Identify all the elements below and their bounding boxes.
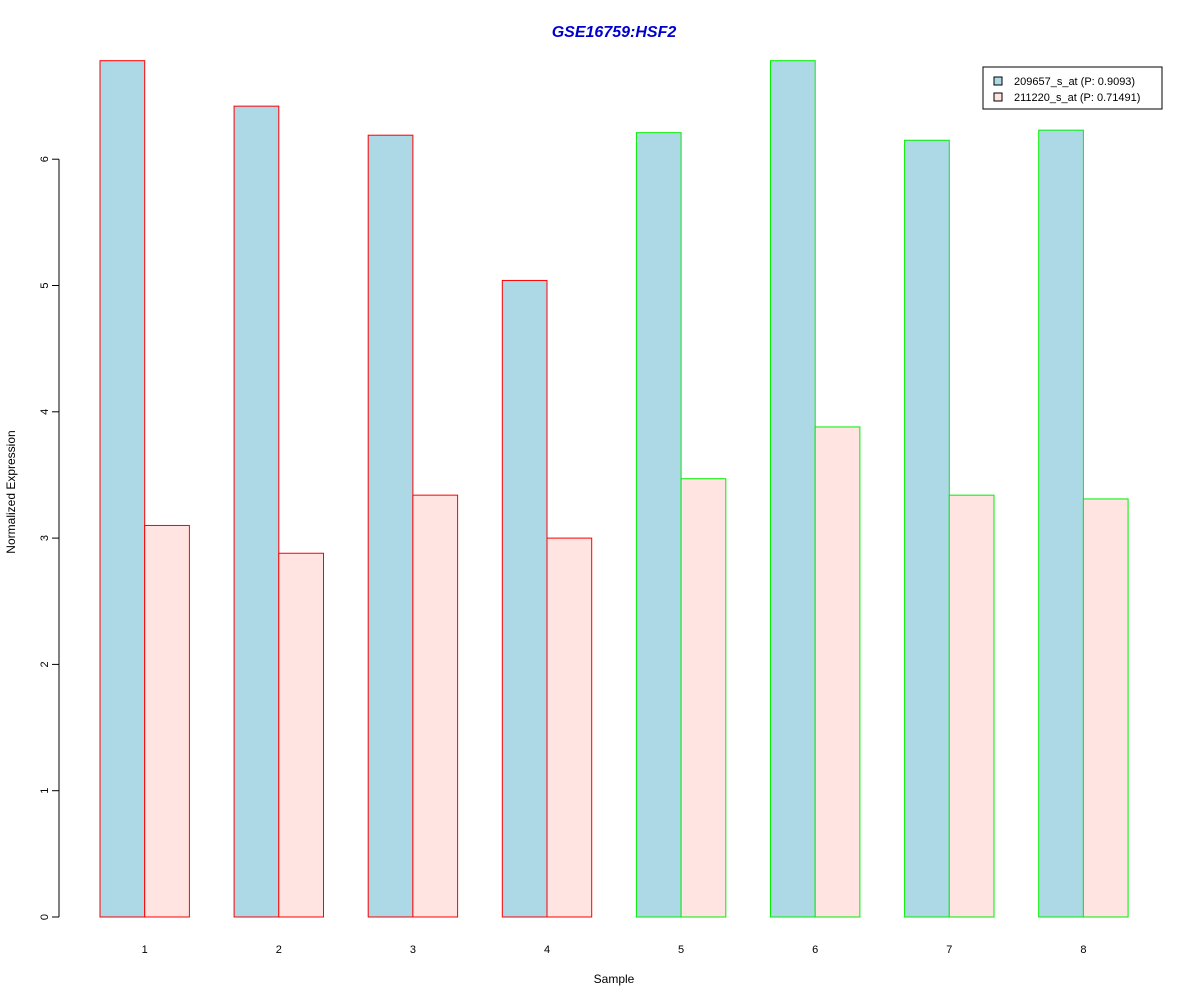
x-tick-label: 3 xyxy=(410,944,416,956)
legend-swatch xyxy=(993,92,1003,102)
bar-sample-6-series-2 xyxy=(814,426,861,918)
legend-swatch xyxy=(993,76,1003,86)
x-tick-label: 1 xyxy=(142,944,148,956)
bar-sample-7-series-1 xyxy=(904,139,950,918)
y-axis-label: Normalized Expression xyxy=(4,430,18,553)
legend-box xyxy=(982,66,1163,110)
y-tick-label: 4 xyxy=(39,409,51,415)
bar-sample-7-series-2 xyxy=(948,494,995,918)
x-axis-label: Sample xyxy=(594,972,635,986)
legend-label: 211220_s_at (P: 0.71491) xyxy=(1014,92,1140,104)
x-tick-label: 8 xyxy=(1080,944,1086,956)
bar-sample-2-series-1 xyxy=(233,105,280,918)
bar-sample-1-series-2 xyxy=(144,524,190,918)
bar-sample-5-series-2 xyxy=(680,478,727,918)
y-tick-label: 5 xyxy=(39,282,51,288)
y-tick-label: 3 xyxy=(39,535,51,541)
legend-label: 209657_s_at (P: 0.9093) xyxy=(1014,76,1135,88)
bar-sample-5-series-1 xyxy=(635,132,682,918)
y-tick-label: 1 xyxy=(39,788,51,794)
x-tick-label: 5 xyxy=(678,944,684,956)
bar-sample-8-series-1 xyxy=(1038,129,1084,918)
y-tick-label: 0 xyxy=(39,914,51,920)
bar-sample-4-series-2 xyxy=(546,537,593,918)
y-tick-label: 6 xyxy=(39,156,51,162)
chart-title: GSE16759:HSF2 xyxy=(552,24,677,41)
y-axis: 0 1 2 3 4 5 6 xyxy=(39,156,60,920)
bar-sample-3-series-1 xyxy=(367,134,414,918)
x-axis-tick-labels: 1 2 3 4 5 6 7 8 xyxy=(142,944,1087,956)
bar-sample-4-series-1 xyxy=(501,279,548,918)
y-tick-label: 2 xyxy=(39,661,51,667)
bar-sample-1-series-1 xyxy=(99,60,146,918)
x-tick-label: 7 xyxy=(946,944,952,956)
bar-sample-2-series-2 xyxy=(278,552,324,918)
bar-sample-6-series-1 xyxy=(770,60,816,918)
bar-sample-8-series-2 xyxy=(1082,498,1129,918)
bar-sample-3-series-2 xyxy=(412,494,459,918)
bars xyxy=(99,60,1129,918)
x-tick-label: 2 xyxy=(276,944,282,956)
x-tick-label: 4 xyxy=(544,944,550,956)
x-tick-label: 6 xyxy=(812,944,818,956)
legend: 209657_s_at (P: 0.9093) 211220_s_at (P: 0… xyxy=(982,66,1163,110)
